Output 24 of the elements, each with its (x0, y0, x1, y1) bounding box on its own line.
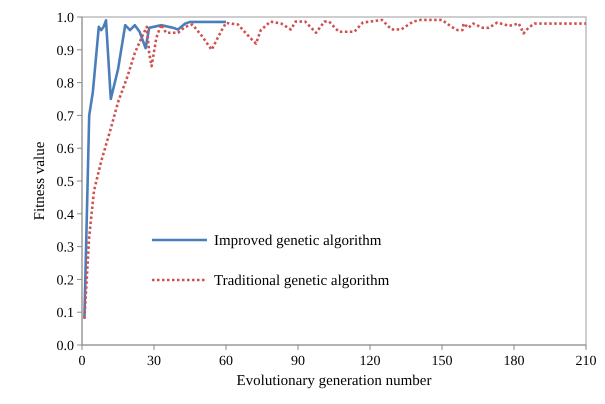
y-tick-label: 0.8 (56, 76, 74, 92)
y-tick-label: 0.2 (56, 273, 74, 288)
y-tick-label: 0.0 (56, 339, 74, 354)
x-tick-label: 210 (576, 354, 596, 369)
x-tick-label: 0 (78, 354, 86, 369)
y-tick-label: 0.9 (56, 44, 74, 59)
x-tick-label: 60 (219, 354, 233, 369)
x-tick-label: 150 (432, 354, 452, 369)
line-series (83, 18, 588, 320)
x-tick-label: 180 (504, 354, 524, 369)
y-tick-label: 0.6 (56, 142, 74, 158)
y-tick-label: 0.1 (56, 306, 74, 322)
y-tick-label: 0.7 (56, 109, 74, 124)
y-tick-label: 0.3 (56, 240, 74, 256)
y-tick-label: 1.0 (56, 11, 74, 26)
x-axis-title: Evolutionary generation number (236, 373, 432, 389)
y-axis-title: Fitness value (32, 141, 48, 220)
x-tick-label: 90 (291, 354, 305, 369)
x-tick-label: 30 (147, 354, 161, 369)
x-tick-label: 120 (360, 354, 380, 369)
y-tick-label: 0.5 (56, 175, 74, 190)
legend-label: Improved genetic algorithm (214, 233, 382, 249)
legend-label: Traditional genetic algorithm (214, 273, 390, 289)
y-tick-label: 0.4 (56, 208, 74, 223)
